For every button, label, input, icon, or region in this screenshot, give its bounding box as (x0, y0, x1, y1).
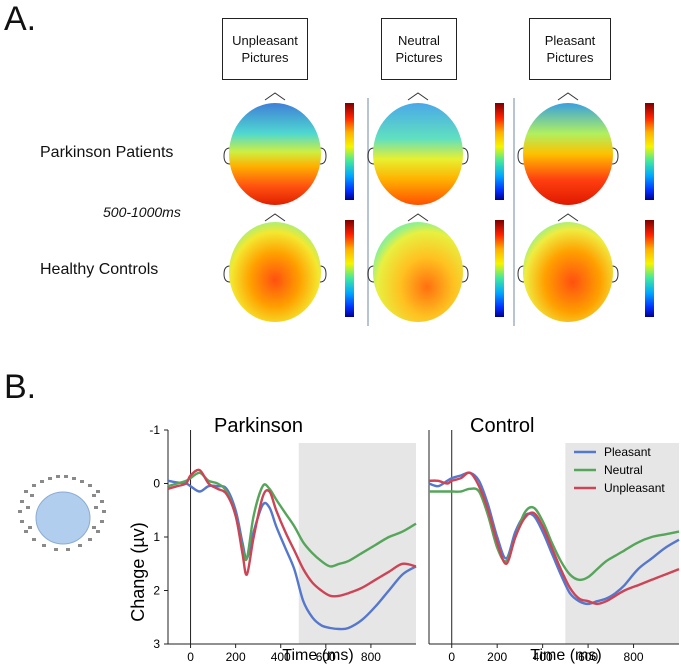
y-tick-label: -1 (149, 423, 160, 437)
topomap-hc-unpleasant (223, 213, 327, 322)
y-axis-label: Change (µv) (128, 522, 148, 621)
topomap-pd-unpleasant (223, 92, 327, 205)
legend-label-pleasant: Pleasant (604, 445, 651, 459)
colorbar (495, 103, 504, 200)
analysis-window-shade (565, 443, 679, 644)
x-tick-label: 400 (271, 650, 291, 664)
colorbar (495, 220, 504, 317)
series-line-pleasant (167, 479, 417, 631)
colorbar (345, 103, 354, 200)
legend-label-unpleasant: Unpleasant (604, 481, 665, 495)
series-line-unpleasant (428, 471, 680, 606)
row-label-healthy: Healthy Controls (40, 261, 159, 278)
topomap-hc-neutral (367, 213, 469, 322)
panel-b-letter: B. (4, 368, 37, 406)
y-tick-label: 2 (153, 584, 160, 598)
topomap-hc-pleasant (517, 213, 619, 322)
topomap-pd-pleasant (517, 92, 619, 205)
x-tick-label: 600 (578, 650, 598, 664)
condition-box-unpleasant: Unpleasant Pictures (222, 18, 308, 80)
erp-charts: Change (µv) Parkinson Control Time (ms) … (128, 415, 680, 664)
electrode-montage (18, 475, 106, 551)
x-axis-label-parkinson: Time (ms) (282, 647, 353, 664)
condition-box-pleasant: Pleasant Pictures (529, 18, 611, 80)
panel-a-letter: A. (4, 0, 37, 38)
colorbar (645, 103, 654, 200)
condition-label-line1: Neutral (398, 33, 440, 48)
condition-label-line2: Pictures (395, 50, 443, 65)
series-line-unpleasant (167, 468, 417, 598)
x-tick-label: 0 (448, 650, 455, 664)
condition-label-line2: Pictures (546, 50, 594, 65)
colorbar (645, 220, 654, 317)
chart-title-control: Control (470, 415, 534, 437)
topomap-grid (223, 92, 654, 322)
topomap-pd-neutral (367, 92, 469, 205)
column-separator (513, 98, 515, 326)
condition-label-line1: Pleasant (544, 33, 596, 48)
colorbar (345, 220, 354, 317)
time-window-label: 500-1000ms (103, 204, 181, 220)
electrode-dots (18, 475, 106, 551)
legend-label-neutral: Neutral (604, 463, 643, 477)
x-tick-label: 200 (487, 650, 507, 664)
condition-label-line2: Pictures (241, 50, 289, 65)
y-tick-label: 3 (153, 637, 160, 651)
x-tick-label: 800 (624, 650, 644, 664)
condition-box-neutral: Neutral Pictures (381, 18, 457, 80)
roi-circle (35, 491, 91, 545)
chart-title-parkinson: Parkinson (214, 415, 303, 437)
y-tick-label: 0 (153, 477, 160, 491)
analysis-window-shade (298, 443, 416, 644)
x-tick-label: 200 (226, 650, 246, 664)
x-axis-label-control: Time (ms) (530, 647, 601, 664)
series-line-pleasant (428, 471, 680, 606)
x-tick-label: 600 (316, 650, 336, 664)
y-tick-label: 1 (153, 530, 160, 544)
series-line-neutral (429, 487, 680, 582)
column-separator (367, 98, 369, 326)
x-tick-label: 0 (187, 650, 194, 664)
x-tick-label: 400 (533, 650, 553, 664)
x-tick-label: 800 (361, 650, 381, 664)
condition-label-line1: Unpleasant (232, 33, 298, 48)
row-label-parkinson: Parkinson Patients (40, 144, 174, 161)
